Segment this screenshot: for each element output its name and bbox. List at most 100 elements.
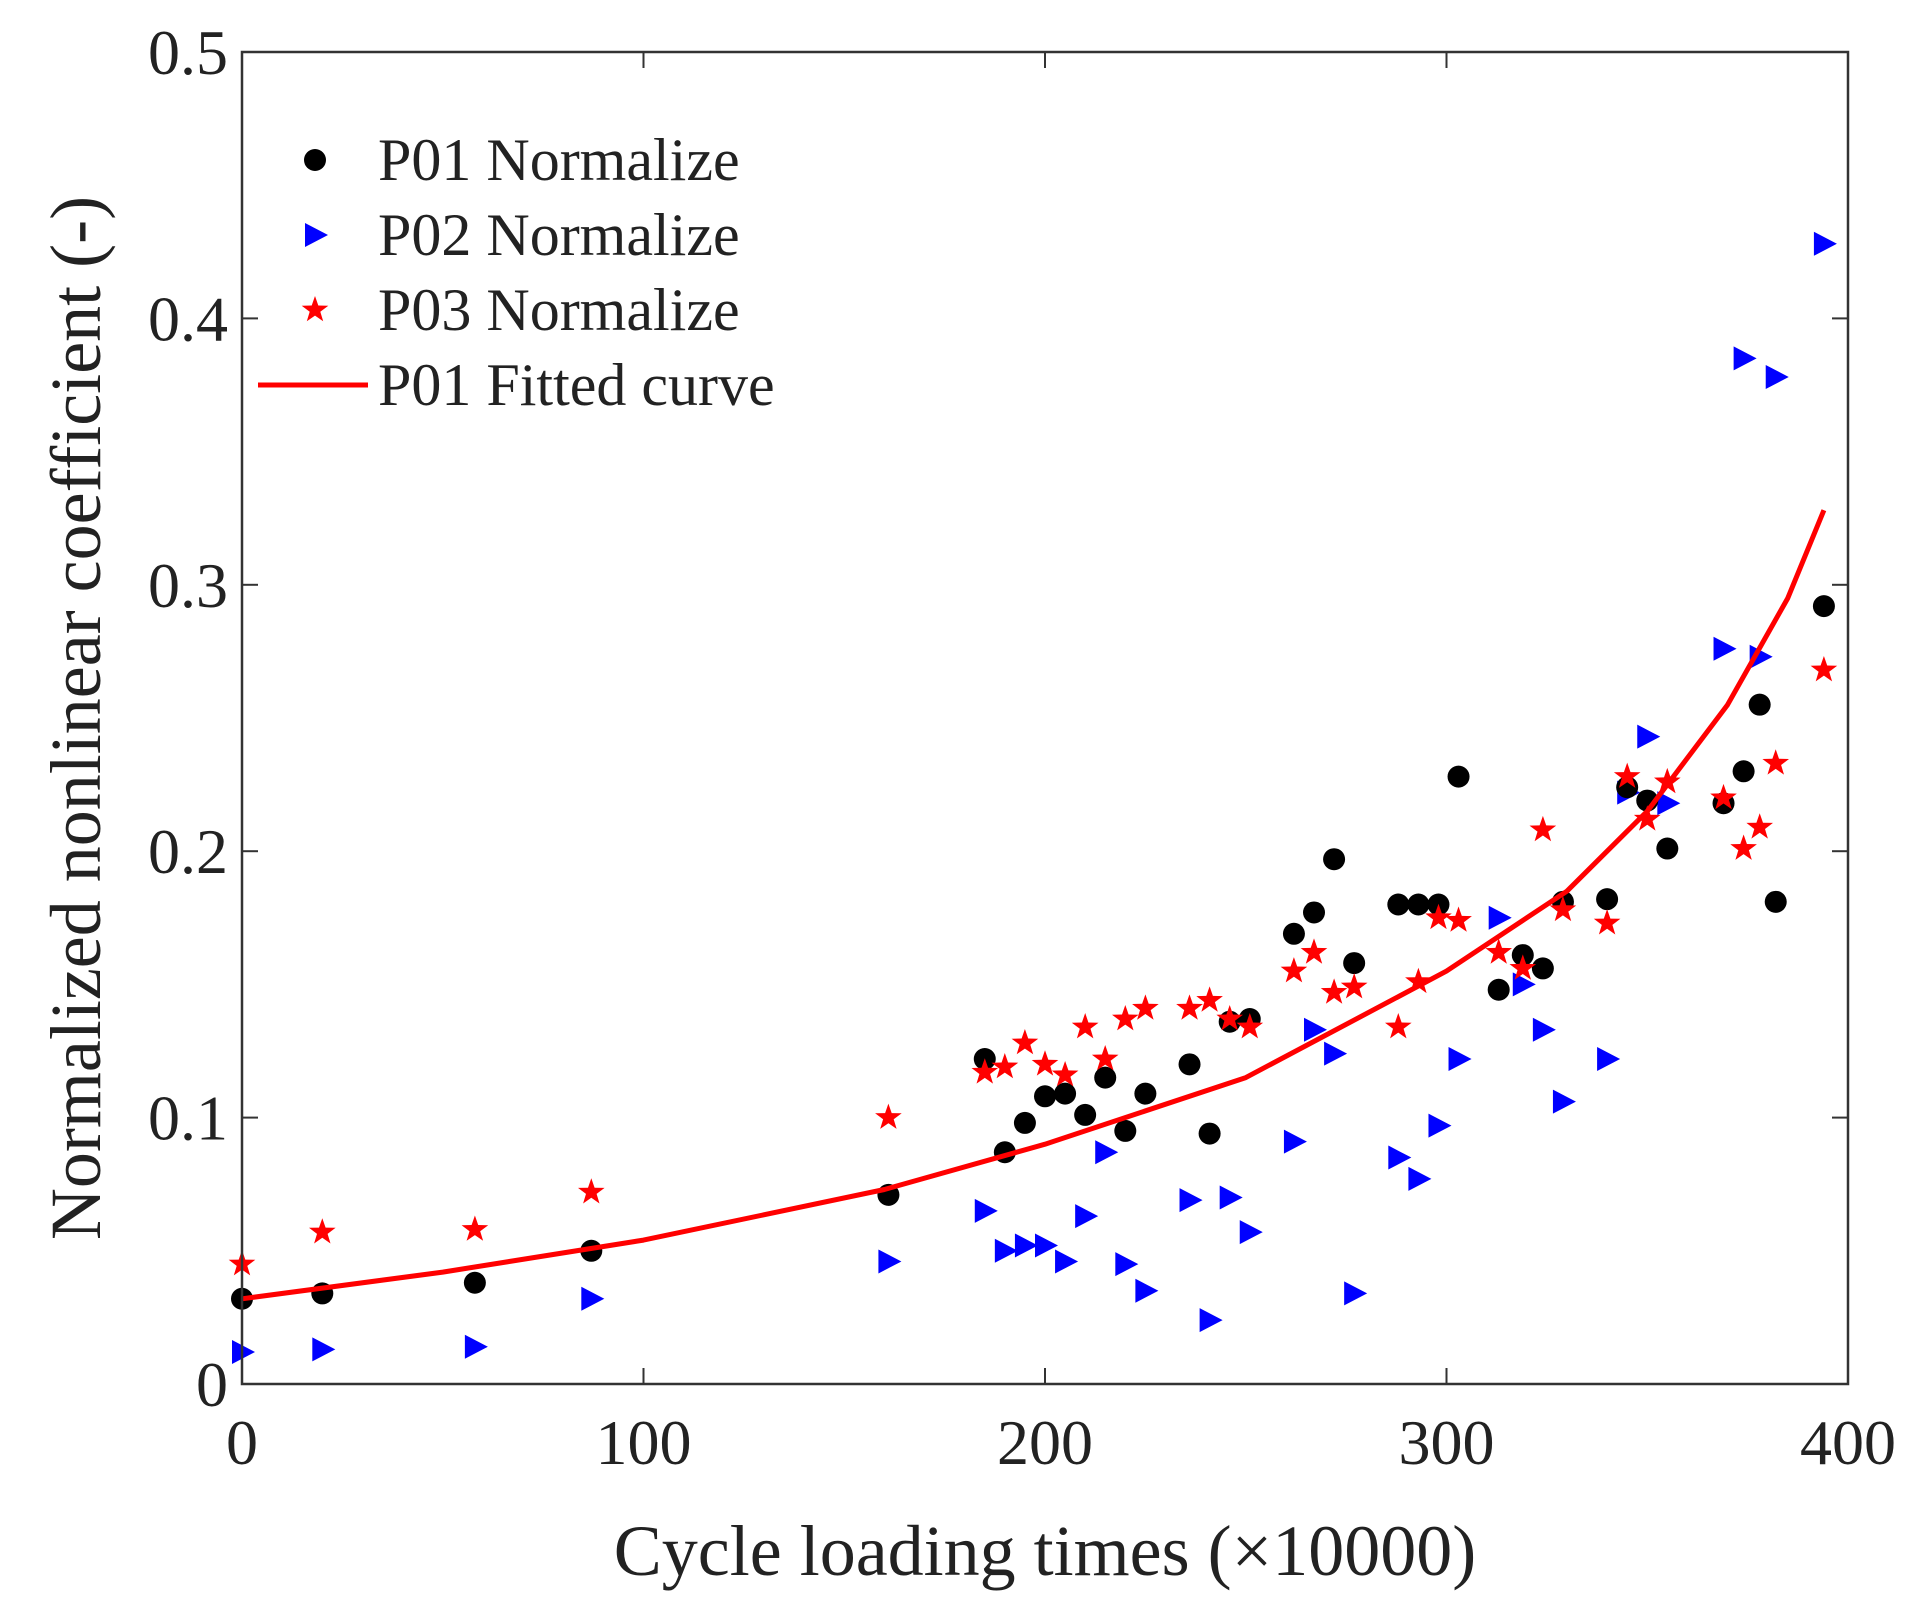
series-p03-normalize bbox=[228, 656, 1838, 1276]
data-point bbox=[1091, 1045, 1119, 1071]
data-point bbox=[1385, 1013, 1412, 1039]
data-point bbox=[1529, 815, 1557, 842]
data-point bbox=[1732, 760, 1755, 783]
data-point bbox=[971, 1058, 999, 1084]
data-point bbox=[1428, 1113, 1452, 1138]
data-point bbox=[1283, 1129, 1307, 1154]
data-point bbox=[1593, 909, 1621, 935]
data-point bbox=[1746, 813, 1773, 839]
data-point bbox=[1408, 1166, 1432, 1191]
data-point bbox=[1176, 994, 1203, 1020]
data-point bbox=[1713, 636, 1737, 661]
data-point bbox=[1178, 1053, 1201, 1076]
data-point bbox=[875, 1103, 902, 1129]
legend-label: P01 Fitted curve bbox=[378, 352, 775, 418]
data-point bbox=[1135, 1278, 1159, 1303]
data-point bbox=[1179, 1188, 1203, 1213]
legend-item: P01 Fitted curve bbox=[258, 352, 775, 418]
data-point bbox=[1425, 903, 1452, 930]
legend-label: P01 Normalize bbox=[378, 127, 740, 193]
data-point bbox=[1031, 1050, 1059, 1076]
y-tick-label: 0.5 bbox=[148, 17, 228, 88]
data-point bbox=[1219, 1185, 1243, 1210]
y-tick-label: 0.3 bbox=[148, 550, 228, 621]
data-point bbox=[1813, 231, 1837, 256]
data-point bbox=[1488, 905, 1512, 930]
legend-item: P01 Normalize bbox=[304, 127, 740, 193]
legend-marker bbox=[301, 296, 329, 322]
data-point bbox=[1074, 1103, 1097, 1126]
data-point bbox=[1407, 893, 1430, 916]
series-p01-normalize bbox=[231, 595, 1835, 1310]
data-point bbox=[1812, 595, 1835, 618]
data-point bbox=[1075, 1204, 1099, 1229]
data-point bbox=[464, 1334, 488, 1359]
data-point bbox=[1448, 1046, 1472, 1071]
y-tick-label: 0.2 bbox=[148, 816, 228, 887]
legend-marker bbox=[305, 223, 328, 247]
data-point bbox=[1532, 1017, 1556, 1042]
data-point bbox=[1549, 895, 1577, 922]
data-point bbox=[1447, 765, 1470, 788]
data-point bbox=[1013, 1111, 1036, 1134]
data-point bbox=[1014, 1233, 1038, 1258]
data-point bbox=[1304, 1017, 1328, 1042]
data-point bbox=[1748, 693, 1771, 716]
data-point bbox=[578, 1178, 605, 1204]
data-point bbox=[1198, 1122, 1221, 1145]
x-tick-label: 200 bbox=[997, 1407, 1093, 1478]
data-point bbox=[1094, 1066, 1117, 1089]
y-tick-label: 0.1 bbox=[148, 1083, 228, 1154]
y-axis-label: Normalized nonlinear coefficient (-) bbox=[36, 196, 116, 1240]
data-point bbox=[1613, 762, 1641, 788]
data-point bbox=[1282, 922, 1305, 945]
data-point bbox=[1320, 978, 1348, 1004]
data-point bbox=[1485, 938, 1512, 964]
data-point bbox=[1597, 1046, 1621, 1071]
data-point bbox=[1011, 1029, 1039, 1055]
data-point bbox=[461, 1215, 489, 1241]
data-point bbox=[1112, 1005, 1139, 1031]
series-p02-normalize bbox=[232, 231, 1837, 1365]
data-point bbox=[1134, 1082, 1157, 1105]
data-point bbox=[1115, 1252, 1139, 1277]
data-point bbox=[581, 1286, 605, 1311]
data-point bbox=[1764, 890, 1787, 913]
data-point bbox=[1733, 346, 1757, 371]
data-point bbox=[1387, 893, 1410, 916]
x-axis-label: Cycle loading times (×10000) bbox=[614, 1511, 1476, 1591]
axis-ticks: 0 100 200 300 400 0 0.1 0.2 0.3 0.4 0.5 bbox=[148, 17, 1896, 1478]
data-point bbox=[1196, 986, 1223, 1012]
data-point bbox=[1656, 837, 1679, 860]
data-point bbox=[878, 1249, 902, 1274]
data-point bbox=[1710, 783, 1737, 810]
data-point bbox=[1216, 1005, 1243, 1031]
data-point bbox=[1810, 656, 1838, 682]
data-point bbox=[1280, 957, 1308, 983]
data-point bbox=[1487, 978, 1510, 1001]
x-tick-label: 400 bbox=[1800, 1407, 1896, 1478]
data-point bbox=[1405, 967, 1432, 994]
data-point bbox=[1035, 1233, 1058, 1258]
data-point bbox=[1303, 901, 1326, 924]
data-point bbox=[1239, 1220, 1263, 1245]
legend: P01 Normalize P02 Normalize P03 Normalize P… bbox=[258, 127, 775, 418]
data-point bbox=[1236, 1013, 1264, 1039]
data-point bbox=[1324, 1041, 1348, 1066]
data-point bbox=[312, 1337, 336, 1362]
data-point bbox=[1034, 1085, 1056, 1108]
series-p01-fitted-curve bbox=[241, 509, 1827, 1302]
legend-item: P02 Normalize bbox=[305, 202, 740, 268]
data-point bbox=[1300, 938, 1328, 964]
data-point bbox=[1132, 994, 1159, 1020]
data-point bbox=[463, 1271, 486, 1294]
legend-label: P03 Normalize bbox=[378, 277, 740, 343]
x-tick-label: 300 bbox=[1399, 1407, 1495, 1478]
data-point bbox=[1323, 848, 1346, 871]
data-point bbox=[1054, 1082, 1077, 1105]
x-tick-label: 0 bbox=[226, 1407, 258, 1478]
data-point bbox=[1552, 1089, 1576, 1114]
data-point bbox=[1509, 954, 1537, 980]
data-point bbox=[309, 1218, 336, 1244]
